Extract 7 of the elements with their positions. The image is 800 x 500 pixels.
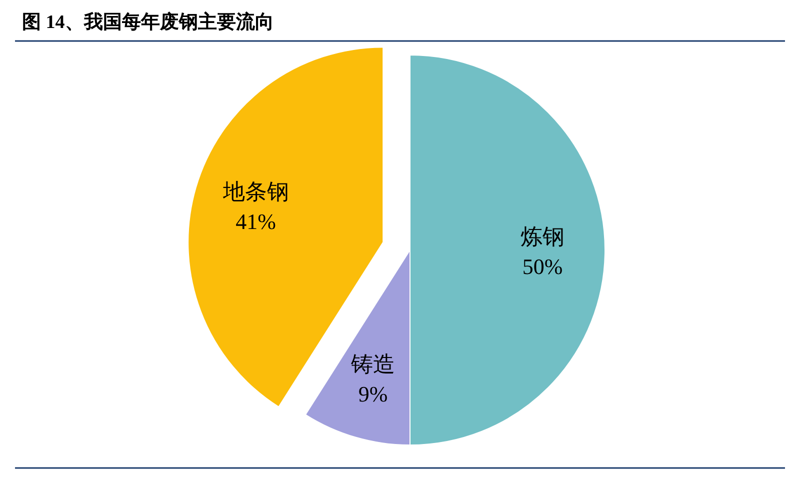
slice-label: 铸造: [350, 351, 396, 376]
data-label: 50%: [522, 254, 563, 279]
slice-label: 地条钢: [222, 179, 289, 204]
chart-title: 图 14、我国每年废钢主要流向: [22, 11, 274, 33]
slice-label: 炼钢: [520, 224, 565, 249]
data-label: 9%: [358, 381, 388, 406]
data-label: 41%: [236, 209, 276, 234]
